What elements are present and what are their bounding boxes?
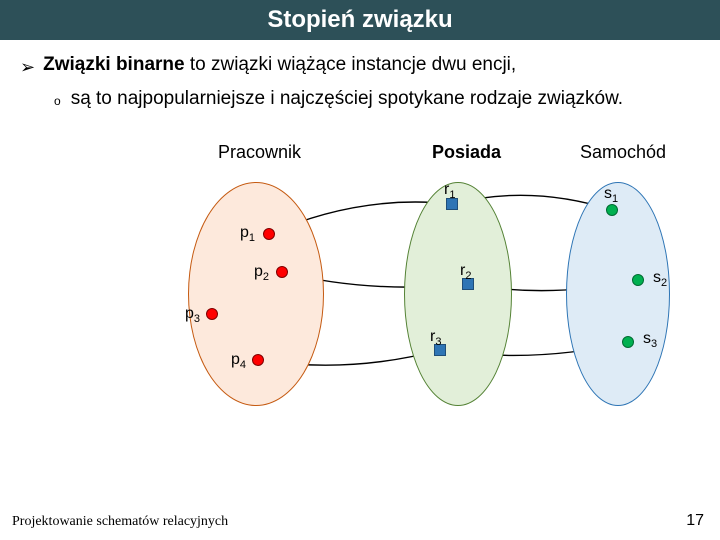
ellipse-right: [566, 182, 670, 406]
column-label-right: Samochód: [580, 142, 666, 163]
node-s3: [622, 336, 634, 348]
footer-left: Projektowanie schematów relacyjnych: [12, 514, 228, 530]
sub-bullet-text: są to najpopularniejsze i najczęściej sp…: [71, 88, 623, 110]
bullet-rest: to związki wiążące instancje dwu encji,: [185, 54, 517, 75]
slide-header: Stopień związku: [0, 0, 720, 40]
bullet-text: Związki binarne to związki wiążące insta…: [43, 54, 516, 76]
er-diagram: Pracownik Posiada Samochód p1 p2 p3 p4 r1 r2 r3 s1…: [20, 124, 700, 434]
sub-bullet-marker-icon: o: [54, 88, 61, 114]
content-area: ➢ Związki binarne to związki wiążące ins…: [0, 40, 720, 434]
node-s2: [632, 274, 644, 286]
node-p1: [263, 228, 275, 240]
column-label-middle: Posiada: [432, 142, 501, 163]
node-label-p4: p4: [231, 351, 246, 371]
node-label-s3: s3: [643, 330, 657, 350]
slide-title: Stopień związku: [267, 6, 452, 33]
bullet-marker-icon: ➢: [20, 54, 35, 80]
ellipse-middle: [404, 182, 512, 406]
footer-right: 17: [686, 512, 704, 530]
node-label-r2: r2: [460, 262, 471, 282]
node-p4: [252, 354, 264, 366]
node-p2: [276, 266, 288, 278]
node-p3: [206, 308, 218, 320]
ellipse-left: [188, 182, 324, 406]
node-label-s1: s1: [604, 185, 618, 205]
column-label-left: Pracownik: [218, 142, 301, 163]
node-label-p1: p1: [240, 224, 255, 244]
node-label-r3: r3: [430, 328, 441, 348]
node-label-s2: s2: [653, 269, 667, 289]
sub-bullet: o są to najpopularniejsze i najczęściej …: [54, 88, 700, 114]
node-label-p3: p3: [185, 305, 200, 325]
node-s1: [606, 204, 618, 216]
bullet-bold: Związki binarne: [43, 54, 184, 75]
node-label-r1: r1: [444, 181, 455, 201]
main-bullet: ➢ Związki binarne to związki wiążące ins…: [20, 54, 700, 80]
node-label-p2: p2: [254, 263, 269, 283]
